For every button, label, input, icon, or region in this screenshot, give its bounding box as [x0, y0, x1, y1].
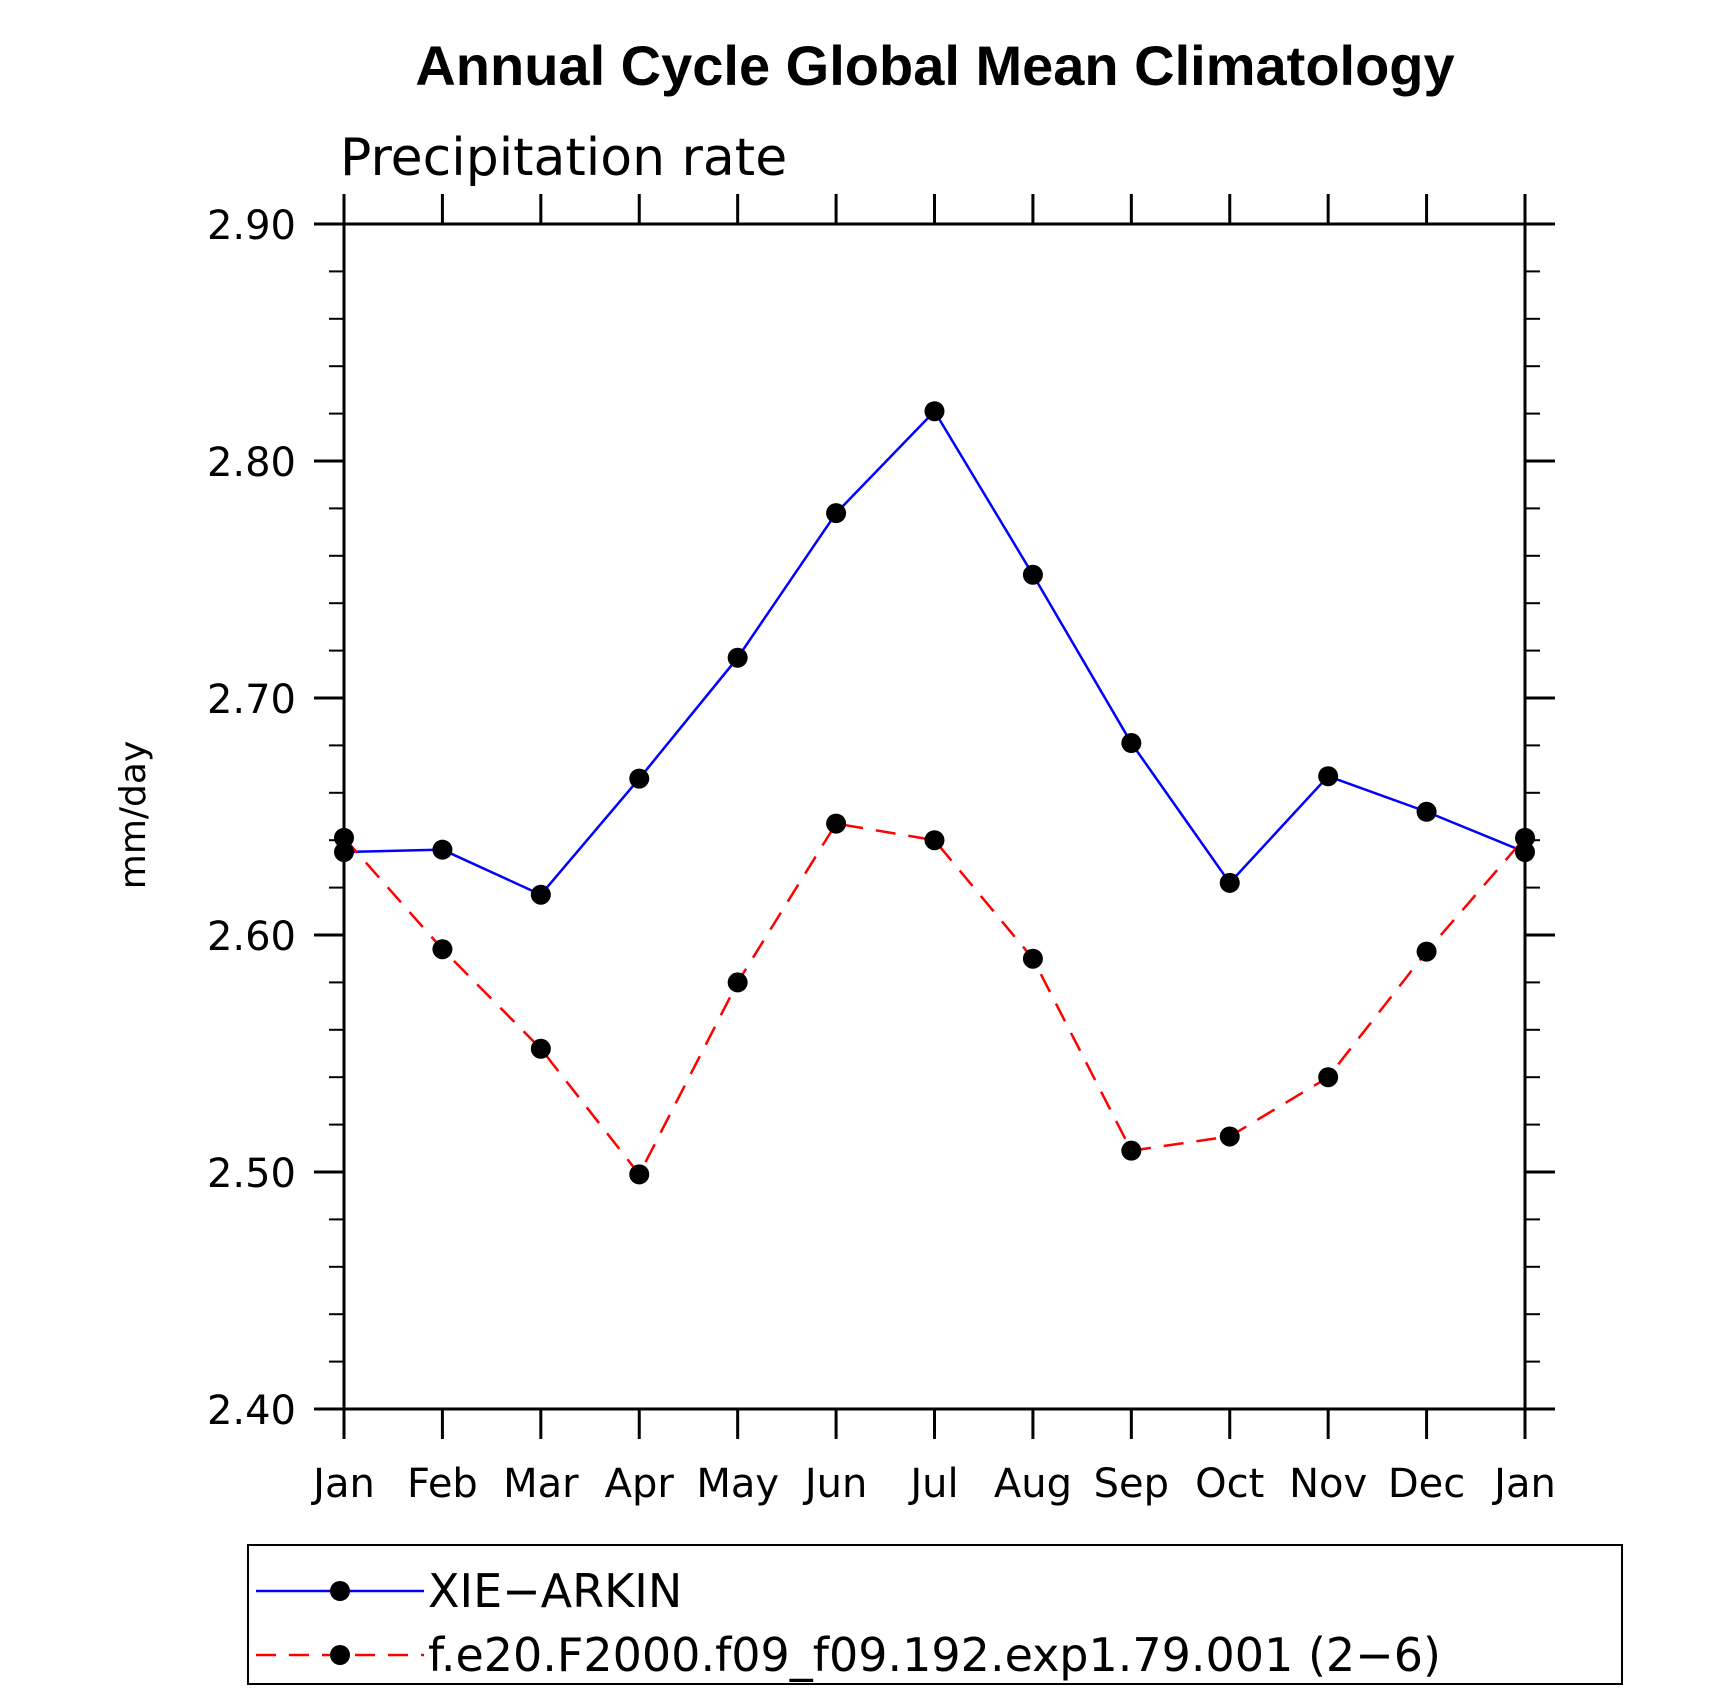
- series-0-point: [826, 503, 847, 524]
- series-0-point: [1318, 766, 1339, 787]
- series-0-point: [1121, 733, 1142, 754]
- series-0-point: [530, 884, 551, 905]
- series-0-point: [1515, 842, 1535, 863]
- series-1-point: [432, 939, 453, 960]
- series-1-point: [1416, 941, 1437, 962]
- series-1-point: [826, 813, 847, 834]
- x-tick-label: Mar: [503, 1461, 579, 1507]
- legend-marker-0: [330, 1581, 350, 1601]
- legend-label-1: f.e20.F2000.f09_f09.192.exp1.79.001 (2−6…: [428, 1628, 1441, 1682]
- series-0-point: [629, 768, 650, 789]
- series-line-0: [343, 409, 1526, 897]
- series-1-point: [1219, 1126, 1240, 1147]
- x-tick-label: Nov: [1289, 1461, 1367, 1507]
- series-0-point: [432, 839, 453, 860]
- y-tick-label: 2.40: [207, 1388, 296, 1434]
- x-tick-label: Sep: [1094, 1461, 1169, 1507]
- series-layer: [334, 401, 1535, 1185]
- legend-marker-1: [330, 1645, 350, 1665]
- series-1-point: [1515, 827, 1535, 848]
- series-1-point: [334, 827, 354, 848]
- tick-labels: 2.40 2.50 2.60 2.70 2.80 2.90 Jan Feb Mar Apr May J…: [207, 203, 1556, 1507]
- series-0-point: [334, 842, 354, 863]
- axis-ticks: [314, 194, 1555, 1439]
- legend-label-0: XIE−ARKIN: [428, 1564, 682, 1618]
- x-tick-label: Dec: [1388, 1461, 1465, 1507]
- series-0-point: [924, 401, 945, 422]
- y-tick-label: 2.60: [207, 914, 296, 960]
- series-1-point: [1318, 1067, 1339, 1088]
- series-0-point: [727, 647, 748, 668]
- chart-title: Annual Cycle Global Mean Climatology: [415, 34, 1454, 97]
- series-1-point: [727, 972, 748, 993]
- x-tick-label: May: [696, 1461, 779, 1507]
- series-0-point: [1219, 872, 1240, 893]
- y-axis-label: mm/day: [113, 741, 154, 889]
- y-tick-label: 2.90: [207, 203, 296, 249]
- legend-box: [247, 1544, 1623, 1685]
- chart-subtitle: Precipitation rate: [340, 128, 787, 188]
- y-tick-label: 2.70: [207, 677, 296, 723]
- legend: XIE−ARKIN f.e20.F2000.f09_f09.192.exp1.79…: [247, 1544, 1623, 1685]
- x-tick-label: Feb: [407, 1461, 478, 1507]
- series-1-point: [1022, 948, 1043, 969]
- series-1-point: [1121, 1140, 1142, 1161]
- series-0-point: [1416, 801, 1437, 822]
- series-1-point: [629, 1164, 650, 1185]
- x-tick-label: Jan: [1491, 1461, 1556, 1507]
- x-tick-label: Jul: [907, 1461, 958, 1507]
- y-tick-label: 2.50: [207, 1151, 296, 1197]
- x-tick-label: Jun: [802, 1461, 868, 1507]
- series-1-point: [924, 830, 945, 851]
- series-1-point: [530, 1038, 551, 1059]
- x-tick-label: Oct: [1195, 1461, 1264, 1507]
- series-line-1: [343, 822, 1526, 1177]
- x-tick-label: Apr: [605, 1461, 675, 1507]
- x-tick-label: Jan: [310, 1461, 375, 1507]
- y-tick-label: 2.80: [207, 440, 296, 486]
- series-0-point: [1022, 564, 1043, 585]
- x-tick-label: Aug: [994, 1461, 1072, 1507]
